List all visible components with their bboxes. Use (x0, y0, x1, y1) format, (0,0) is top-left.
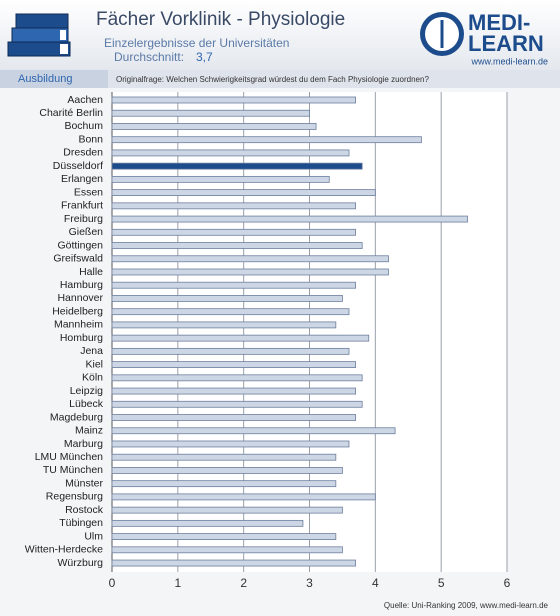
y-tick-label: Aachen (67, 94, 103, 106)
y-tick-label: TU München (43, 464, 103, 476)
bar (111, 400, 363, 408)
bar (111, 242, 363, 249)
y-tick-label: Charité Berlin (39, 107, 103, 119)
bar (111, 493, 376, 501)
y-tick-label: Erlangen (61, 173, 103, 185)
bar (111, 189, 376, 197)
logo: MEDI- LEARN www.medi-learn.de (420, 10, 548, 66)
y-tick-label: Mainz (75, 425, 103, 437)
y-tick-label: Freiburg (64, 213, 103, 225)
y-tick-label: Kiel (85, 358, 103, 370)
question: Originalfrage: Welchen Schwierigkeitsgra… (116, 75, 429, 84)
bar (111, 374, 363, 382)
bar (111, 255, 389, 263)
y-tick-label: Essen (74, 186, 103, 198)
bar (111, 427, 396, 435)
bar (111, 149, 350, 157)
x-tick-label: 0 (109, 576, 116, 590)
y-tick-label: Marburg (64, 438, 103, 450)
x-tick-label: 4 (372, 576, 379, 590)
y-tick-label: LMU München (35, 451, 103, 463)
logo-text: MEDI- (468, 10, 530, 35)
bar (111, 467, 343, 474)
bar (111, 361, 356, 369)
y-tick-label: Frankfurt (61, 200, 103, 212)
y-tick-label: Lübeck (69, 398, 104, 410)
y-tick-label: Greifswald (53, 253, 103, 265)
y-tick-label: Regensburg (46, 491, 103, 503)
bar (111, 308, 350, 316)
logo-url: www.medi-learn.de (470, 56, 548, 66)
y-tick-label: Halle (79, 266, 103, 278)
books-icon (7, 13, 71, 57)
header-bg (0, 0, 560, 70)
average: 3,7 (196, 50, 213, 64)
y-tick-label: Magdeburg (50, 411, 103, 423)
y-tick-label: Jena (80, 345, 103, 357)
bar (111, 519, 304, 527)
x-tick-label: 6 (504, 576, 511, 590)
y-tick-label: Rostock (65, 504, 104, 516)
bar (111, 334, 370, 342)
y-tick-label: Homburg (60, 332, 103, 344)
bar (111, 506, 343, 514)
bar (111, 387, 356, 395)
y-tick-label: Göttingen (57, 239, 103, 251)
source: Quelle: Uni-Ranking 2009, www.medi-learn… (384, 601, 549, 610)
section: Ausbildung (18, 73, 72, 85)
x-tick-label: 2 (240, 576, 247, 590)
bar (111, 202, 356, 210)
bar (111, 123, 317, 130)
y-tick-label: Bonn (78, 133, 103, 145)
title: Fächer Vorklinik - Physiologie (96, 9, 345, 30)
y-tick-label: Hannover (57, 292, 103, 304)
bar (111, 109, 310, 117)
bar (111, 546, 343, 554)
bar (111, 295, 343, 302)
bar (111, 268, 389, 276)
bar (111, 533, 337, 540)
average-label: Durchschnitt: (114, 50, 184, 64)
bar (111, 228, 356, 236)
bar (111, 453, 337, 461)
bar (111, 480, 337, 488)
bar (111, 96, 356, 104)
bar (111, 414, 356, 421)
bar (111, 559, 356, 567)
y-tick-label: Düsseldorf (53, 160, 103, 172)
bar (111, 440, 350, 448)
subtitle: Einzelergebnisse der Universitäten (104, 36, 289, 50)
bar (111, 281, 356, 289)
section-tab (0, 70, 108, 88)
bar (111, 215, 468, 223)
y-tick-label: Würzburg (57, 557, 103, 569)
x-tick-label: 5 (438, 576, 445, 590)
y-tick-label: Witten-Herdecke (25, 544, 103, 556)
y-tick-label: Dresden (63, 147, 103, 159)
y-tick-label: Bochum (64, 120, 103, 132)
x-tick-label: 3 (306, 576, 313, 590)
logo-text: LEARN (468, 31, 544, 56)
bar (111, 321, 337, 329)
y-tick-label: Tübingen (59, 517, 103, 529)
y-tick-label: Ulm (84, 530, 103, 542)
y-tick-label: Hamburg (60, 279, 103, 291)
y-tick-label: Heidelberg (52, 305, 103, 317)
y-tick-label: Münster (65, 477, 103, 489)
section-band (0, 70, 560, 88)
bar (111, 347, 350, 355)
y-tick-label: Leipzig (70, 385, 103, 397)
y-tick-label: Köln (82, 372, 103, 384)
bar (111, 162, 363, 170)
x-tick-label: 1 (174, 576, 181, 590)
y-tick-label: Mannheim (54, 319, 103, 331)
bar (111, 136, 422, 144)
y-tick-label: Gießen (69, 226, 104, 238)
bar (111, 175, 330, 183)
